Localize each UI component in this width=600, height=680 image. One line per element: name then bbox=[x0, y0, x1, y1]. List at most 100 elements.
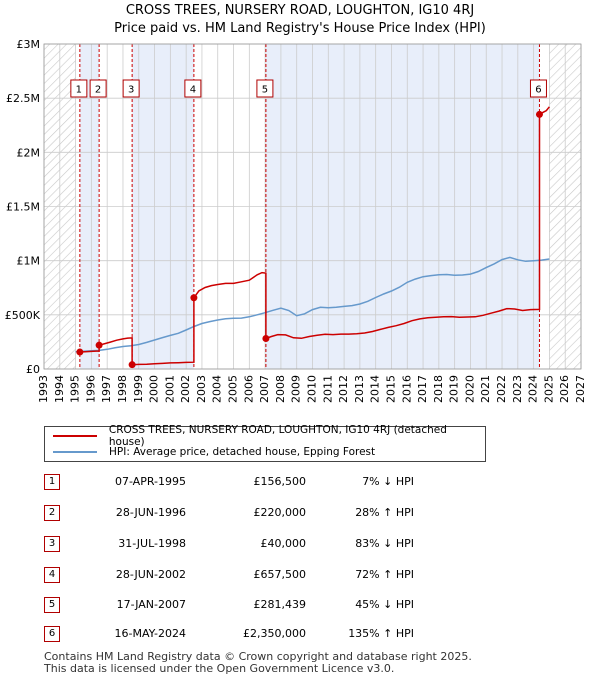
x-tick-label: 2017 bbox=[416, 375, 429, 403]
sale-number: 1 bbox=[44, 474, 60, 490]
plot-border bbox=[43, 43, 582, 370]
sale-label: 4 bbox=[190, 85, 196, 96]
x-tick-label: 1995 bbox=[69, 375, 82, 403]
x-tick-label: 2026 bbox=[558, 375, 571, 403]
y-tick-label: £2.5M bbox=[6, 92, 40, 105]
sale-number: 4 bbox=[44, 567, 60, 583]
x-tick-label: 2012 bbox=[337, 375, 350, 403]
sale-row: 3 31-JUL-1998 £40,000 83% ↓ HPI bbox=[44, 536, 444, 552]
legend-label-property: CROSS TREES, NURSERY ROAD, LOUGHTON, IG1… bbox=[108, 424, 447, 448]
x-tick-label: 1994 bbox=[53, 375, 66, 403]
y-tick-label: £3M bbox=[17, 38, 41, 51]
x-tick-label: 2023 bbox=[511, 375, 524, 403]
footer-licence: This data is licensed under the Open Gov… bbox=[44, 662, 395, 675]
x-tick-label: 2007 bbox=[258, 375, 271, 403]
sale-label-box bbox=[256, 79, 274, 98]
sale-point bbox=[262, 335, 270, 343]
sale-label: 6 bbox=[535, 85, 541, 96]
x-tick-label: 2016 bbox=[400, 375, 413, 403]
legend-item-property: CROSS TREES, NURSERY ROAD, LOUGHTON, IG1… bbox=[53, 424, 485, 448]
x-tick-label: 2008 bbox=[274, 375, 287, 403]
x-tick-label: 2011 bbox=[321, 375, 334, 403]
sale-label-box bbox=[70, 79, 88, 98]
x-tick-label: 2010 bbox=[306, 375, 319, 403]
x-tick-label: 1999 bbox=[132, 375, 145, 403]
sale-hpi-diff: 83% ↓ HPI bbox=[355, 537, 414, 550]
sale-hpi-diff: 135% ↑ HPI bbox=[348, 627, 414, 640]
sale-label-box bbox=[122, 79, 140, 98]
y-tick-label: £2M bbox=[17, 146, 41, 159]
x-tick-label: 2005 bbox=[227, 375, 240, 403]
x-tick-label: 1993 bbox=[37, 375, 50, 403]
sale-date: 28-JUN-2002 bbox=[115, 568, 186, 581]
sale-label: 5 bbox=[262, 85, 268, 96]
sale-price: £40,000 bbox=[260, 537, 307, 550]
sale-label-box bbox=[184, 79, 202, 98]
sale-hpi-diff: 45% ↓ HPI bbox=[355, 598, 414, 611]
sale-row: 1 07-APR-1995 £156,500 7% ↓ HPI bbox=[44, 474, 444, 490]
x-tick-label: 1998 bbox=[116, 375, 129, 403]
sale-label: 3 bbox=[128, 85, 134, 96]
x-tick-label: 1996 bbox=[84, 375, 97, 403]
sale-date: 07-APR-1995 bbox=[114, 475, 186, 488]
x-tick-label: 2002 bbox=[179, 375, 192, 403]
chart-subtitle: Price paid vs. HM Land Registry's House … bbox=[114, 21, 486, 36]
x-tick-label: 2014 bbox=[369, 375, 382, 403]
x-tick-label: 2006 bbox=[242, 375, 255, 403]
sale-price: £156,500 bbox=[253, 475, 307, 488]
sale-label-box bbox=[89, 79, 107, 98]
sale-point bbox=[95, 341, 103, 349]
footer-copyright: Contains HM Land Registry data © Crown c… bbox=[44, 650, 472, 663]
sale-price: £220,000 bbox=[253, 506, 307, 519]
sale-number: 2 bbox=[44, 505, 60, 521]
x-tick-label: 2025 bbox=[542, 375, 555, 403]
sale-date: 31-JUL-1998 bbox=[118, 537, 186, 550]
sale-price: £2,350,000 bbox=[243, 627, 306, 640]
x-tick-label: 2004 bbox=[211, 375, 224, 403]
sale-row: 2 28-JUN-1996 £220,000 28% ↑ HPI bbox=[44, 505, 444, 521]
x-tick-label: 2020 bbox=[463, 375, 476, 403]
sale-row: 5 17-JAN-2007 £281,439 45% ↓ HPI bbox=[44, 597, 444, 613]
legend-item-hpi: HPI: Average price, detached house, Eppi… bbox=[53, 444, 375, 460]
sale-point bbox=[535, 110, 543, 118]
sale-hpi-diff: 72% ↑ HPI bbox=[355, 568, 414, 581]
x-tick-label: 2018 bbox=[432, 375, 445, 403]
sale-number: 3 bbox=[44, 536, 60, 552]
sale-point bbox=[190, 294, 198, 302]
x-tick-label: 2003 bbox=[195, 375, 208, 403]
sale-date: 17-JAN-2007 bbox=[116, 598, 186, 611]
x-tick-label: 2013 bbox=[353, 375, 366, 403]
sale-label: 2 bbox=[95, 85, 101, 96]
x-tick-label: 1997 bbox=[100, 375, 113, 403]
sale-point bbox=[76, 348, 84, 356]
x-tick-label: 2001 bbox=[163, 375, 176, 403]
sale-price: £281,439 bbox=[253, 598, 307, 611]
sale-hpi-diff: 28% ↑ HPI bbox=[355, 506, 414, 519]
x-tick-label: 2015 bbox=[384, 375, 397, 403]
sale-label: 1 bbox=[76, 85, 82, 96]
x-tick-label: 2022 bbox=[495, 375, 508, 403]
legend: CROSS TREES, NURSERY ROAD, LOUGHTON, IG1… bbox=[44, 424, 486, 462]
legend-line-property bbox=[53, 435, 97, 437]
legend-line-hpi bbox=[53, 451, 97, 453]
legend-label-hpi: HPI: Average price, detached house, Eppi… bbox=[109, 446, 376, 458]
y-tick-label: £1M bbox=[17, 255, 41, 268]
chart-title: CROSS TREES, NURSERY ROAD, LOUGHTON, IG1… bbox=[125, 3, 475, 18]
sale-point bbox=[128, 361, 136, 369]
x-tick-label: 2009 bbox=[290, 375, 303, 403]
sale-date: 28-JUN-1996 bbox=[115, 506, 186, 519]
x-tick-label: 2019 bbox=[448, 375, 461, 403]
sale-row: 6 16-MAY-2024 £2,350,000 135% ↑ HPI bbox=[44, 626, 444, 642]
x-tick-label: 2027 bbox=[574, 375, 587, 403]
sale-hpi-diff: 7% ↓ HPI bbox=[362, 475, 414, 488]
y-tick-label: £1.5M bbox=[6, 201, 40, 214]
y-tick-label: £0 bbox=[26, 363, 40, 376]
y-tick-label: £500K bbox=[5, 309, 41, 322]
sale-number: 5 bbox=[44, 597, 60, 613]
footer: Contains HM Land Registry data © Crown c… bbox=[44, 651, 472, 675]
x-tick-label: 2024 bbox=[527, 375, 540, 403]
sale-price: £657,500 bbox=[253, 568, 307, 581]
sale-number: 6 bbox=[44, 626, 60, 642]
x-tick-label: 2000 bbox=[148, 375, 161, 403]
